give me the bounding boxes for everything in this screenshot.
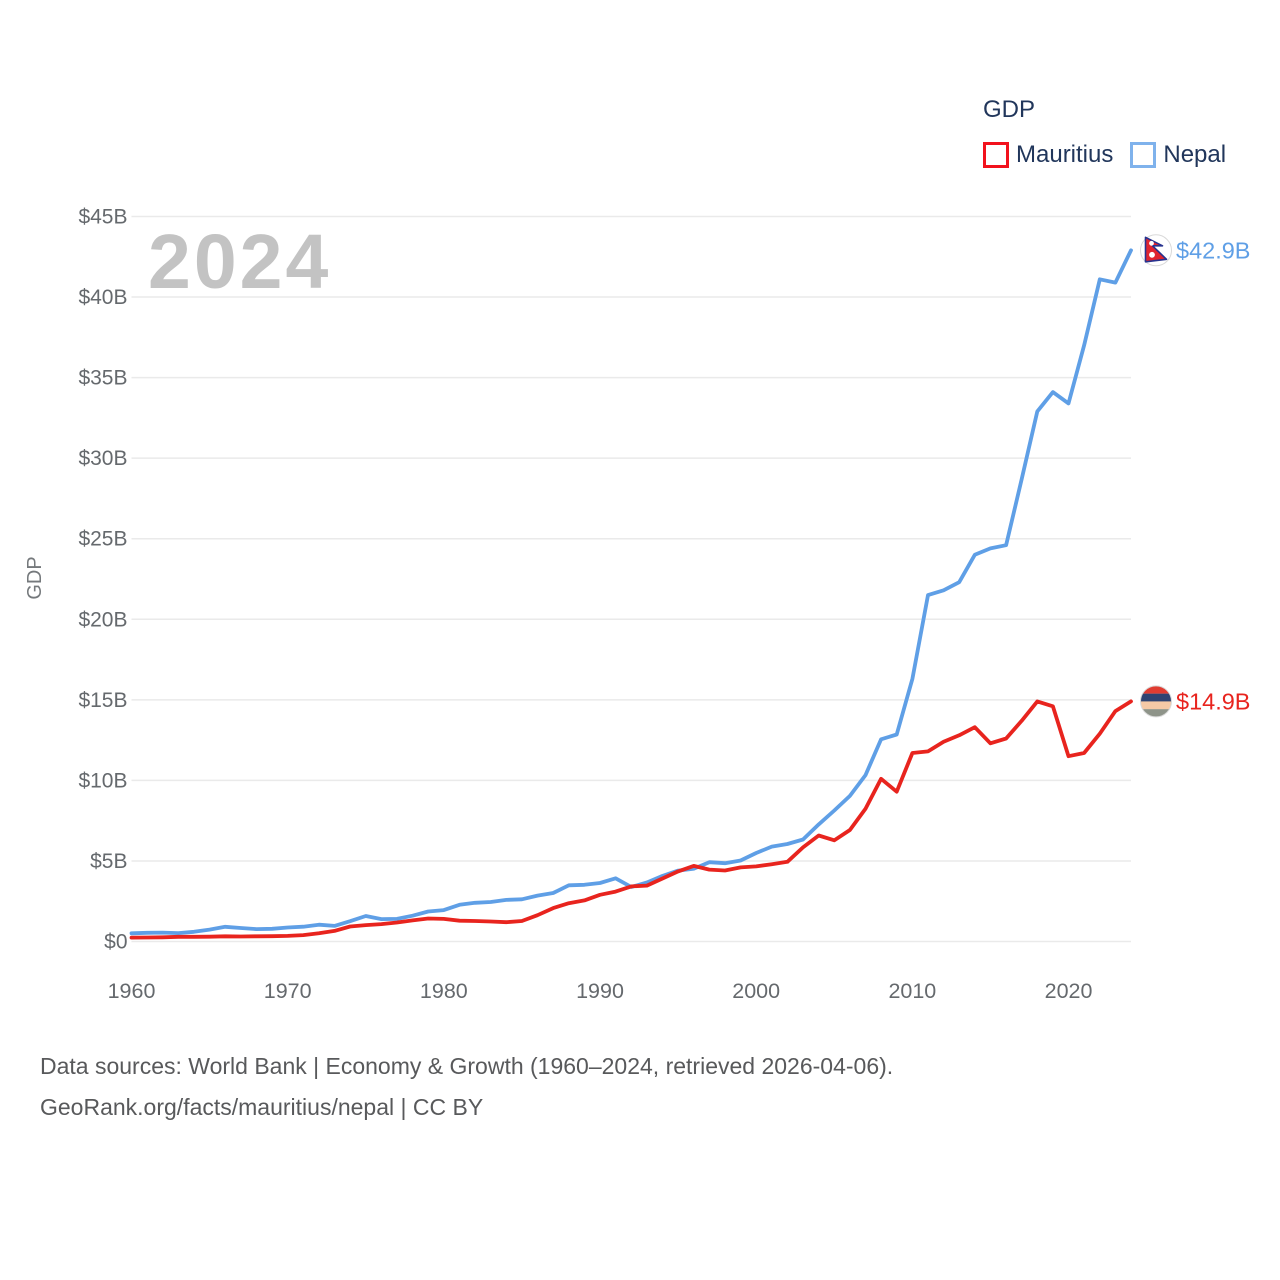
y-axis-title: GDP (24, 556, 46, 599)
y-tick-label: $25B (78, 528, 127, 551)
legend-item-label: Mauritius (1016, 141, 1114, 168)
x-tick-label: 1970 (264, 979, 312, 1003)
y-tick-label: $15B (78, 689, 127, 712)
x-tick-label: 1980 (420, 979, 468, 1003)
y-tick-label: $5B (90, 850, 127, 873)
nepal-flag-icon (1140, 234, 1172, 267)
nepal-line (129, 248, 1133, 936)
legend-item-label: Nepal (1163, 141, 1227, 168)
legend-item-mauritius[interactable]: Mauritius (983, 141, 1113, 169)
legend-item-nepal[interactable]: Nepal (1130, 141, 1226, 169)
chart-legend: GDP Mauritius Nepal (983, 96, 1226, 169)
nepal-swatch-icon (1130, 142, 1157, 168)
x-tick-label: 2020 (1045, 979, 1093, 1003)
mauritius-end-label: $14.9B (1176, 688, 1250, 714)
watermark-year: 2024 (148, 219, 332, 305)
footer-source-line: Data sources: World Bank | Economy & Gro… (40, 1053, 894, 1079)
y-tick-label: $40B (78, 286, 127, 309)
y-tick-label: $30B (78, 447, 127, 470)
y-tick-label: $0 (104, 931, 127, 954)
mauritius-line (129, 699, 1133, 940)
y-tick-label: $10B (78, 769, 127, 792)
footer: Data sources: World Bank | Economy & Gro… (40, 1046, 893, 1128)
mauritius-swatch-icon (983, 142, 1009, 168)
y-tick-label: $45B (78, 206, 127, 229)
legend-title: GDP (983, 96, 1036, 123)
x-tick-label: 2000 (732, 979, 780, 1003)
y-tick-label: $35B (78, 367, 127, 390)
footer-attribution-line: GeoRank.org/facts/mauritius/nepal | CC B… (40, 1094, 484, 1120)
mauritius-flag-icon (1140, 685, 1172, 718)
x-tick-label: 2010 (888, 979, 936, 1003)
nepal-end-label: $42.9B (1176, 237, 1250, 263)
x-tick-label: 1990 (576, 979, 624, 1003)
x-tick-label: 1960 (108, 979, 156, 1003)
y-tick-label: $20B (78, 608, 127, 631)
